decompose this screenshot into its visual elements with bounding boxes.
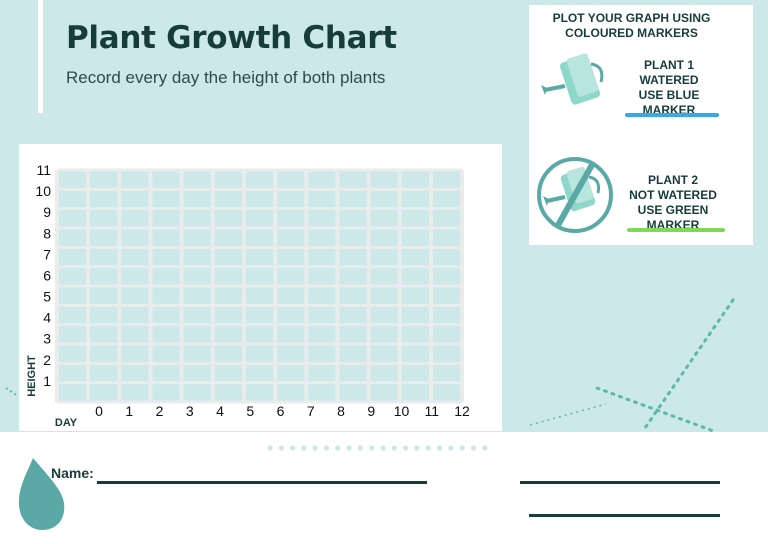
x-tick-label: 5 [246,403,254,419]
y-tick-label: 8 [43,225,51,241]
no-watering-can-icon [537,157,613,233]
chart-card: 1 2 3 4 5 6 7 8 9 10 11 0 1 2 3 4 5 6 7 8 9 10 11 12 HEIGHT DAY [19,144,502,431]
x-tick-label: 7 [307,403,315,419]
legend-heading-line2: COLOURED MARKERS [565,26,698,40]
x-tick-label: 11 [424,403,439,419]
y-tick-label: 4 [43,310,51,326]
page-subtitle: Record every day the height of both plan… [66,68,386,87]
write-line-right-1[interactable] [520,481,720,484]
name-label: Name: [51,465,94,481]
legend-plant2-line2: NOT WATERED [629,188,717,202]
y-tick-label: 5 [43,289,51,305]
y-tick-label: 7 [43,246,51,262]
x-tick-label: 12 [454,403,470,419]
y-tick-label: 1 [43,373,51,389]
legend-heading: PLOT YOUR GRAPH USING COLOURED MARKERS [529,11,734,41]
y-tick-label: 6 [43,267,51,283]
x-tick-label: 2 [156,403,164,419]
x-tick-label: 6 [277,403,285,419]
x-tick-label: 0 [95,403,103,419]
x-tick-label: 9 [367,403,375,419]
write-line-right-2[interactable] [529,514,720,517]
legend-plant2-line1: PLANT 2 [647,173,698,187]
y-tick-label: 2 [43,352,51,368]
y-tick-label: 9 [43,204,51,220]
y-tick-label: 11 [36,162,51,178]
x-tick-label: 1 [125,403,133,419]
x-axis-label: DAY [55,417,78,429]
page-title: Plant Growth Chart [66,20,397,56]
legend-plant1-line2: WATERED [639,73,699,87]
y-axis-label: HEIGHT [26,355,38,397]
header-accent-bar [38,0,43,113]
x-tick-label: 4 [216,403,224,419]
green-marker-swatch [627,228,725,232]
x-tick-label: 3 [186,403,194,419]
footer-band [0,432,768,544]
x-tick-label: 10 [394,403,410,419]
watering-can-icon [541,53,604,105]
legend-plant2-text: PLANT 2 NOT WATERED USE GREEN MARKER [613,173,733,233]
y-tick-label: 3 [43,331,51,347]
blue-marker-swatch [625,113,719,117]
y-tick-label: 10 [35,183,51,199]
legend-card: PLOT YOUR GRAPH USING COLOURED MARKERS P… [529,5,753,245]
legend-heading-line1: PLOT YOUR GRAPH USING [552,11,711,25]
name-write-line[interactable] [97,481,427,484]
legend-plant1-line1: PLANT 1 [643,58,694,72]
x-tick-label: 8 [337,403,345,419]
